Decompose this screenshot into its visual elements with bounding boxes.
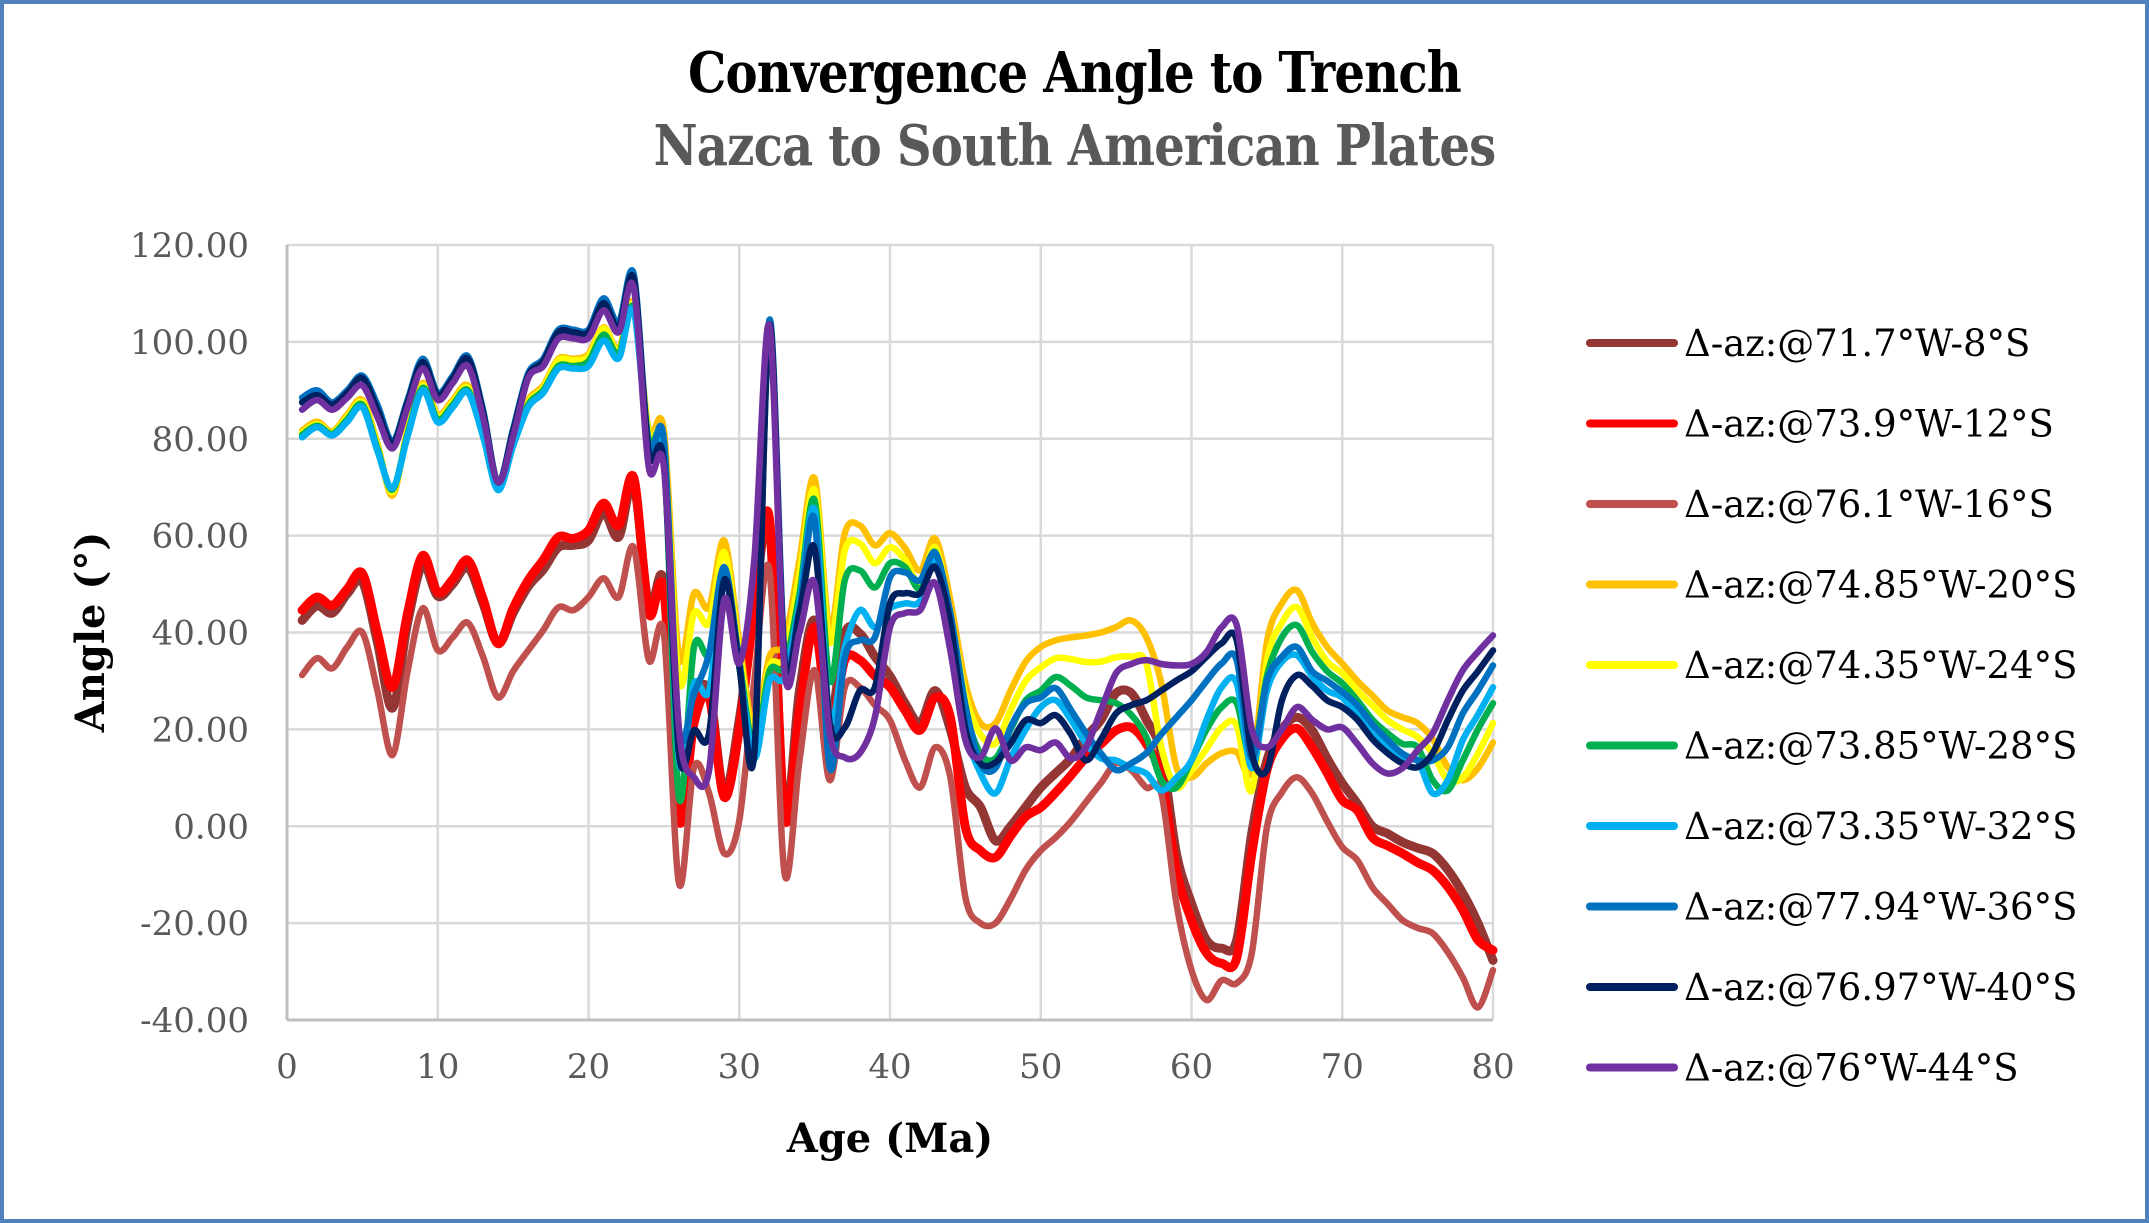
legend-label: Δ-az:@73.85°W-28°S [1684, 725, 2077, 768]
x-tick-label: 60 [1170, 1047, 1213, 1087]
x-tick-labels: 0 10 20 30 40 50 60 70 80 [276, 1047, 1514, 1087]
x-tick-label: 50 [1019, 1047, 1062, 1087]
legend-item: Δ-az:@76.1°W-16°S [1586, 483, 2054, 526]
legend-item: Δ-az:@76°W-44°S [1586, 1047, 2019, 1090]
legend-label: Δ-az:@74.35°W-24°S [1684, 644, 2077, 687]
legend-item: Δ-az:@77.94°W-36°S [1586, 886, 2077, 929]
series-lines [297, 267, 1498, 1011]
x-tick-label: 10 [416, 1047, 459, 1087]
x-tick-label: 30 [718, 1047, 761, 1087]
legend-label: Δ-az:@77.94°W-36°S [1684, 886, 2077, 929]
legend-label: Δ-az:@73.9°W-12°S [1684, 403, 2054, 446]
chart-title: Convergence Angle to Trench [688, 40, 1462, 106]
x-tick-label: 40 [868, 1047, 911, 1087]
x-tick-label: 70 [1321, 1047, 1364, 1087]
legend-item: Δ-az:@73.35°W-32°S [1586, 805, 2077, 848]
legend-item: Δ-az:@73.85°W-28°S [1586, 725, 2077, 768]
y-tick-label: -40.00 [140, 1001, 249, 1041]
y-tick-label: -20.00 [140, 904, 249, 944]
y-axis-title: Angle (°) [67, 532, 114, 734]
legend-item: Δ-az:@73.9°W-12°S [1586, 403, 2054, 446]
legend: Δ-az:@71.7°W-8°S Δ-az:@73.9°W-12°S Δ-az:@7… [1586, 322, 2077, 1090]
legend-item: Δ-az:@76.97°W-40°S [1586, 966, 2077, 1009]
y-tick-label: 120.00 [130, 226, 249, 266]
legend-label: Δ-az:@71.7°W-8°S [1684, 322, 2030, 365]
series-line-10 [298, 279, 1497, 790]
legend-item: Δ-az:@74.85°W-20°S [1586, 564, 2077, 607]
x-tick-label: 80 [1471, 1047, 1514, 1087]
series-line-4 [298, 297, 1497, 784]
legend-label: Δ-az:@76.97°W-40°S [1684, 966, 2077, 1009]
y-tick-label: 20.00 [152, 710, 249, 750]
legend-label: Δ-az:@76°W-44°S [1684, 1047, 2019, 1090]
y-tick-label: 100.00 [130, 323, 249, 363]
y-tick-label: 0.00 [173, 807, 249, 847]
chart-subtitle: Nazca to South American Plates [653, 113, 1497, 179]
x-axis-title: Age (Ma) [786, 1115, 993, 1162]
y-tick-label: 80.00 [152, 420, 249, 460]
legend-item: Δ-az:@71.7°W-8°S [1586, 322, 2030, 365]
y-tick-label: 60.00 [152, 517, 249, 557]
legend-label: Δ-az:@74.85°W-20°S [1684, 564, 2077, 607]
legend-label: Δ-az:@73.35°W-32°S [1684, 805, 2077, 848]
series-line-2 [297, 470, 1498, 973]
x-tick-label: 20 [567, 1047, 610, 1087]
legend-item: Δ-az:@74.35°W-24°S [1586, 644, 2077, 687]
y-tick-label: 40.00 [152, 614, 249, 654]
y-tick-labels: -40.00 -20.00 0.00 20.00 40.00 60.00 80.00 100.… [130, 226, 249, 1041]
x-tick-label: 0 [276, 1047, 298, 1087]
legend-label: Δ-az:@76.1°W-16°S [1684, 483, 2054, 526]
